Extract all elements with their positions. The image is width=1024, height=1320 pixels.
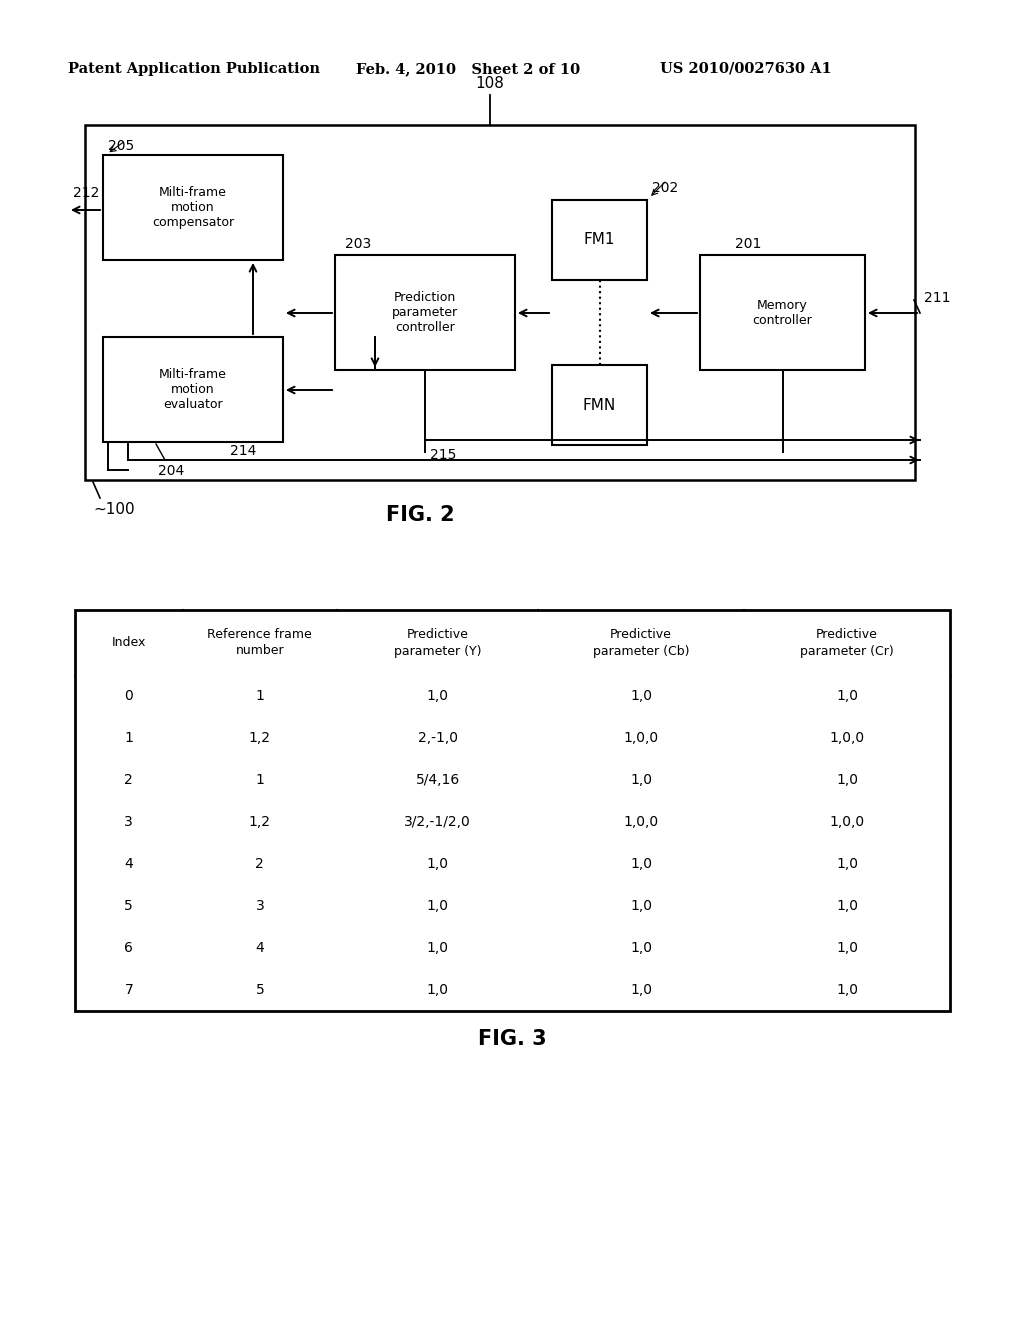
Text: Patent Application Publication: Patent Application Publication bbox=[68, 62, 319, 77]
Text: 1,2: 1,2 bbox=[249, 814, 270, 829]
Text: ~100: ~100 bbox=[93, 502, 134, 517]
Text: 1,0: 1,0 bbox=[630, 774, 652, 787]
Text: 3: 3 bbox=[125, 814, 133, 829]
Text: 202: 202 bbox=[652, 181, 678, 195]
Text: 1,0: 1,0 bbox=[836, 941, 858, 954]
Text: 201: 201 bbox=[735, 238, 762, 251]
Text: Memory
controller: Memory controller bbox=[753, 298, 812, 326]
Text: 1,0: 1,0 bbox=[427, 941, 449, 954]
Text: 1,0: 1,0 bbox=[630, 983, 652, 997]
Text: 5/4,16: 5/4,16 bbox=[416, 774, 460, 787]
Text: 1,0: 1,0 bbox=[836, 689, 858, 704]
Text: FM1: FM1 bbox=[584, 232, 615, 248]
Text: 0: 0 bbox=[125, 689, 133, 704]
Text: FIG. 2: FIG. 2 bbox=[386, 506, 455, 525]
Text: 1,0: 1,0 bbox=[427, 689, 449, 704]
Text: 1,0,0: 1,0,0 bbox=[624, 814, 658, 829]
Text: 1: 1 bbox=[124, 731, 133, 744]
Bar bbox=[103, 337, 283, 442]
Text: 5: 5 bbox=[125, 899, 133, 913]
Text: 2: 2 bbox=[125, 774, 133, 787]
Text: Predictive
parameter (Y): Predictive parameter (Y) bbox=[394, 627, 481, 657]
Text: 1,0: 1,0 bbox=[630, 857, 652, 871]
Text: 215: 215 bbox=[430, 447, 457, 462]
Text: 203: 203 bbox=[345, 238, 372, 251]
Text: 4: 4 bbox=[125, 857, 133, 871]
Text: 2,-1,0: 2,-1,0 bbox=[418, 731, 458, 744]
Text: Predictive
parameter (Cb): Predictive parameter (Cb) bbox=[593, 627, 689, 657]
Text: 2: 2 bbox=[255, 857, 264, 871]
Text: 1,0,0: 1,0,0 bbox=[829, 731, 864, 744]
Text: 4: 4 bbox=[255, 941, 264, 954]
Text: 1,0,0: 1,0,0 bbox=[624, 731, 658, 744]
Text: 5: 5 bbox=[255, 983, 264, 997]
Text: 1,0: 1,0 bbox=[427, 983, 449, 997]
Text: 1,0: 1,0 bbox=[630, 941, 652, 954]
Text: 204: 204 bbox=[158, 465, 184, 478]
Text: US 2010/0027630 A1: US 2010/0027630 A1 bbox=[660, 62, 831, 77]
Text: Reference frame
number: Reference frame number bbox=[208, 627, 312, 657]
Text: 108: 108 bbox=[475, 77, 505, 91]
Bar bbox=[103, 154, 283, 260]
Text: Milti-frame
motion
evaluator: Milti-frame motion evaluator bbox=[159, 368, 227, 411]
Text: 1,0: 1,0 bbox=[836, 899, 858, 913]
Text: Feb. 4, 2010   Sheet 2 of 10: Feb. 4, 2010 Sheet 2 of 10 bbox=[356, 62, 581, 77]
Text: 211: 211 bbox=[924, 290, 950, 305]
Text: 205: 205 bbox=[108, 139, 134, 153]
Text: 1,0: 1,0 bbox=[427, 857, 449, 871]
Text: FIG. 3: FIG. 3 bbox=[477, 1030, 547, 1049]
Text: 1,2: 1,2 bbox=[249, 731, 270, 744]
Text: Milti-frame
motion
compensator: Milti-frame motion compensator bbox=[152, 186, 234, 228]
Text: Predictive
parameter (Cr): Predictive parameter (Cr) bbox=[800, 627, 894, 657]
Text: 212: 212 bbox=[73, 186, 99, 201]
Text: Prediction
parameter
controller: Prediction parameter controller bbox=[392, 290, 458, 334]
Text: 1: 1 bbox=[255, 774, 264, 787]
Bar bbox=[85, 125, 915, 480]
Text: Index: Index bbox=[112, 636, 146, 649]
Text: 214: 214 bbox=[230, 444, 256, 458]
Text: 1,0: 1,0 bbox=[427, 899, 449, 913]
Bar bbox=[335, 255, 515, 370]
Text: 1: 1 bbox=[255, 689, 264, 704]
Text: 1,0,0: 1,0,0 bbox=[829, 814, 864, 829]
Text: 6: 6 bbox=[124, 941, 133, 954]
Bar bbox=[552, 366, 647, 445]
Text: 3/2,-1/2,0: 3/2,-1/2,0 bbox=[404, 814, 471, 829]
Text: 1,0: 1,0 bbox=[836, 774, 858, 787]
Text: 7: 7 bbox=[125, 983, 133, 997]
Text: 3: 3 bbox=[255, 899, 264, 913]
Text: 1,0: 1,0 bbox=[630, 689, 652, 704]
Bar bbox=[552, 201, 647, 280]
Text: 1,0: 1,0 bbox=[836, 857, 858, 871]
Bar bbox=[700, 255, 865, 370]
Bar bbox=[75, 610, 950, 1011]
Text: 1,0: 1,0 bbox=[836, 983, 858, 997]
Text: 1,0: 1,0 bbox=[630, 899, 652, 913]
Text: FMN: FMN bbox=[583, 397, 616, 412]
